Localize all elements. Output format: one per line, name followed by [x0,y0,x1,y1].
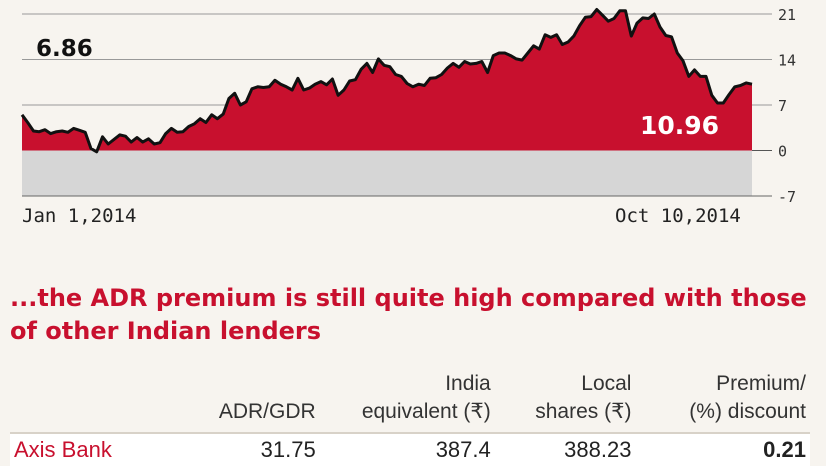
premium-area [22,9,752,152]
table-header-row: ADR/GDR India equivalent (₹) Local shares … [10,368,810,433]
adr-premium-chart: 21 14 7 0 -7 [20,6,796,206]
y-tick-label: 0 [778,143,787,161]
premium-line [20,8,753,154]
start-value-label: 6.86 [36,36,93,62]
y-tick-label: 14 [778,52,796,70]
header-premium-discount: Premium/(%) discount [689,372,806,423]
negative-band [22,150,752,196]
y-tick-label: 7 [778,97,787,115]
x-end-label: Oct 10,2014 [615,205,741,227]
y-tick-label: -7 [778,188,796,206]
x-start-label: Jan 1,2014 [22,205,137,227]
end-value-label: 10.96 [640,111,720,140]
cell-bank: Axis Bank [10,432,195,466]
header-bank [10,368,194,433]
table-row: Axis Bank 31.75 387.4 388.23 0.21 [10,432,810,466]
headline: ...the ADR premium is still quite high c… [10,284,807,345]
cell-adr-gdr: 31.75 [194,432,320,466]
header-adr-gdr: ADR/GDR [218,400,316,423]
cell-premium-discount: 0.21 [635,432,810,466]
header-local-shares: Local shares (₹) [535,372,632,423]
y-tick-labels: 21 14 7 0 -7 [778,6,796,206]
cell-india-equivalent: 387.4 [319,432,495,466]
y-tick-label: 21 [778,6,796,24]
lender-table: ADR/GDR India equivalent (₹) Local shares … [10,368,810,466]
cell-local-shares: 388.23 [494,432,636,466]
header-india-equivalent: India equivalent (₹) [361,372,491,423]
